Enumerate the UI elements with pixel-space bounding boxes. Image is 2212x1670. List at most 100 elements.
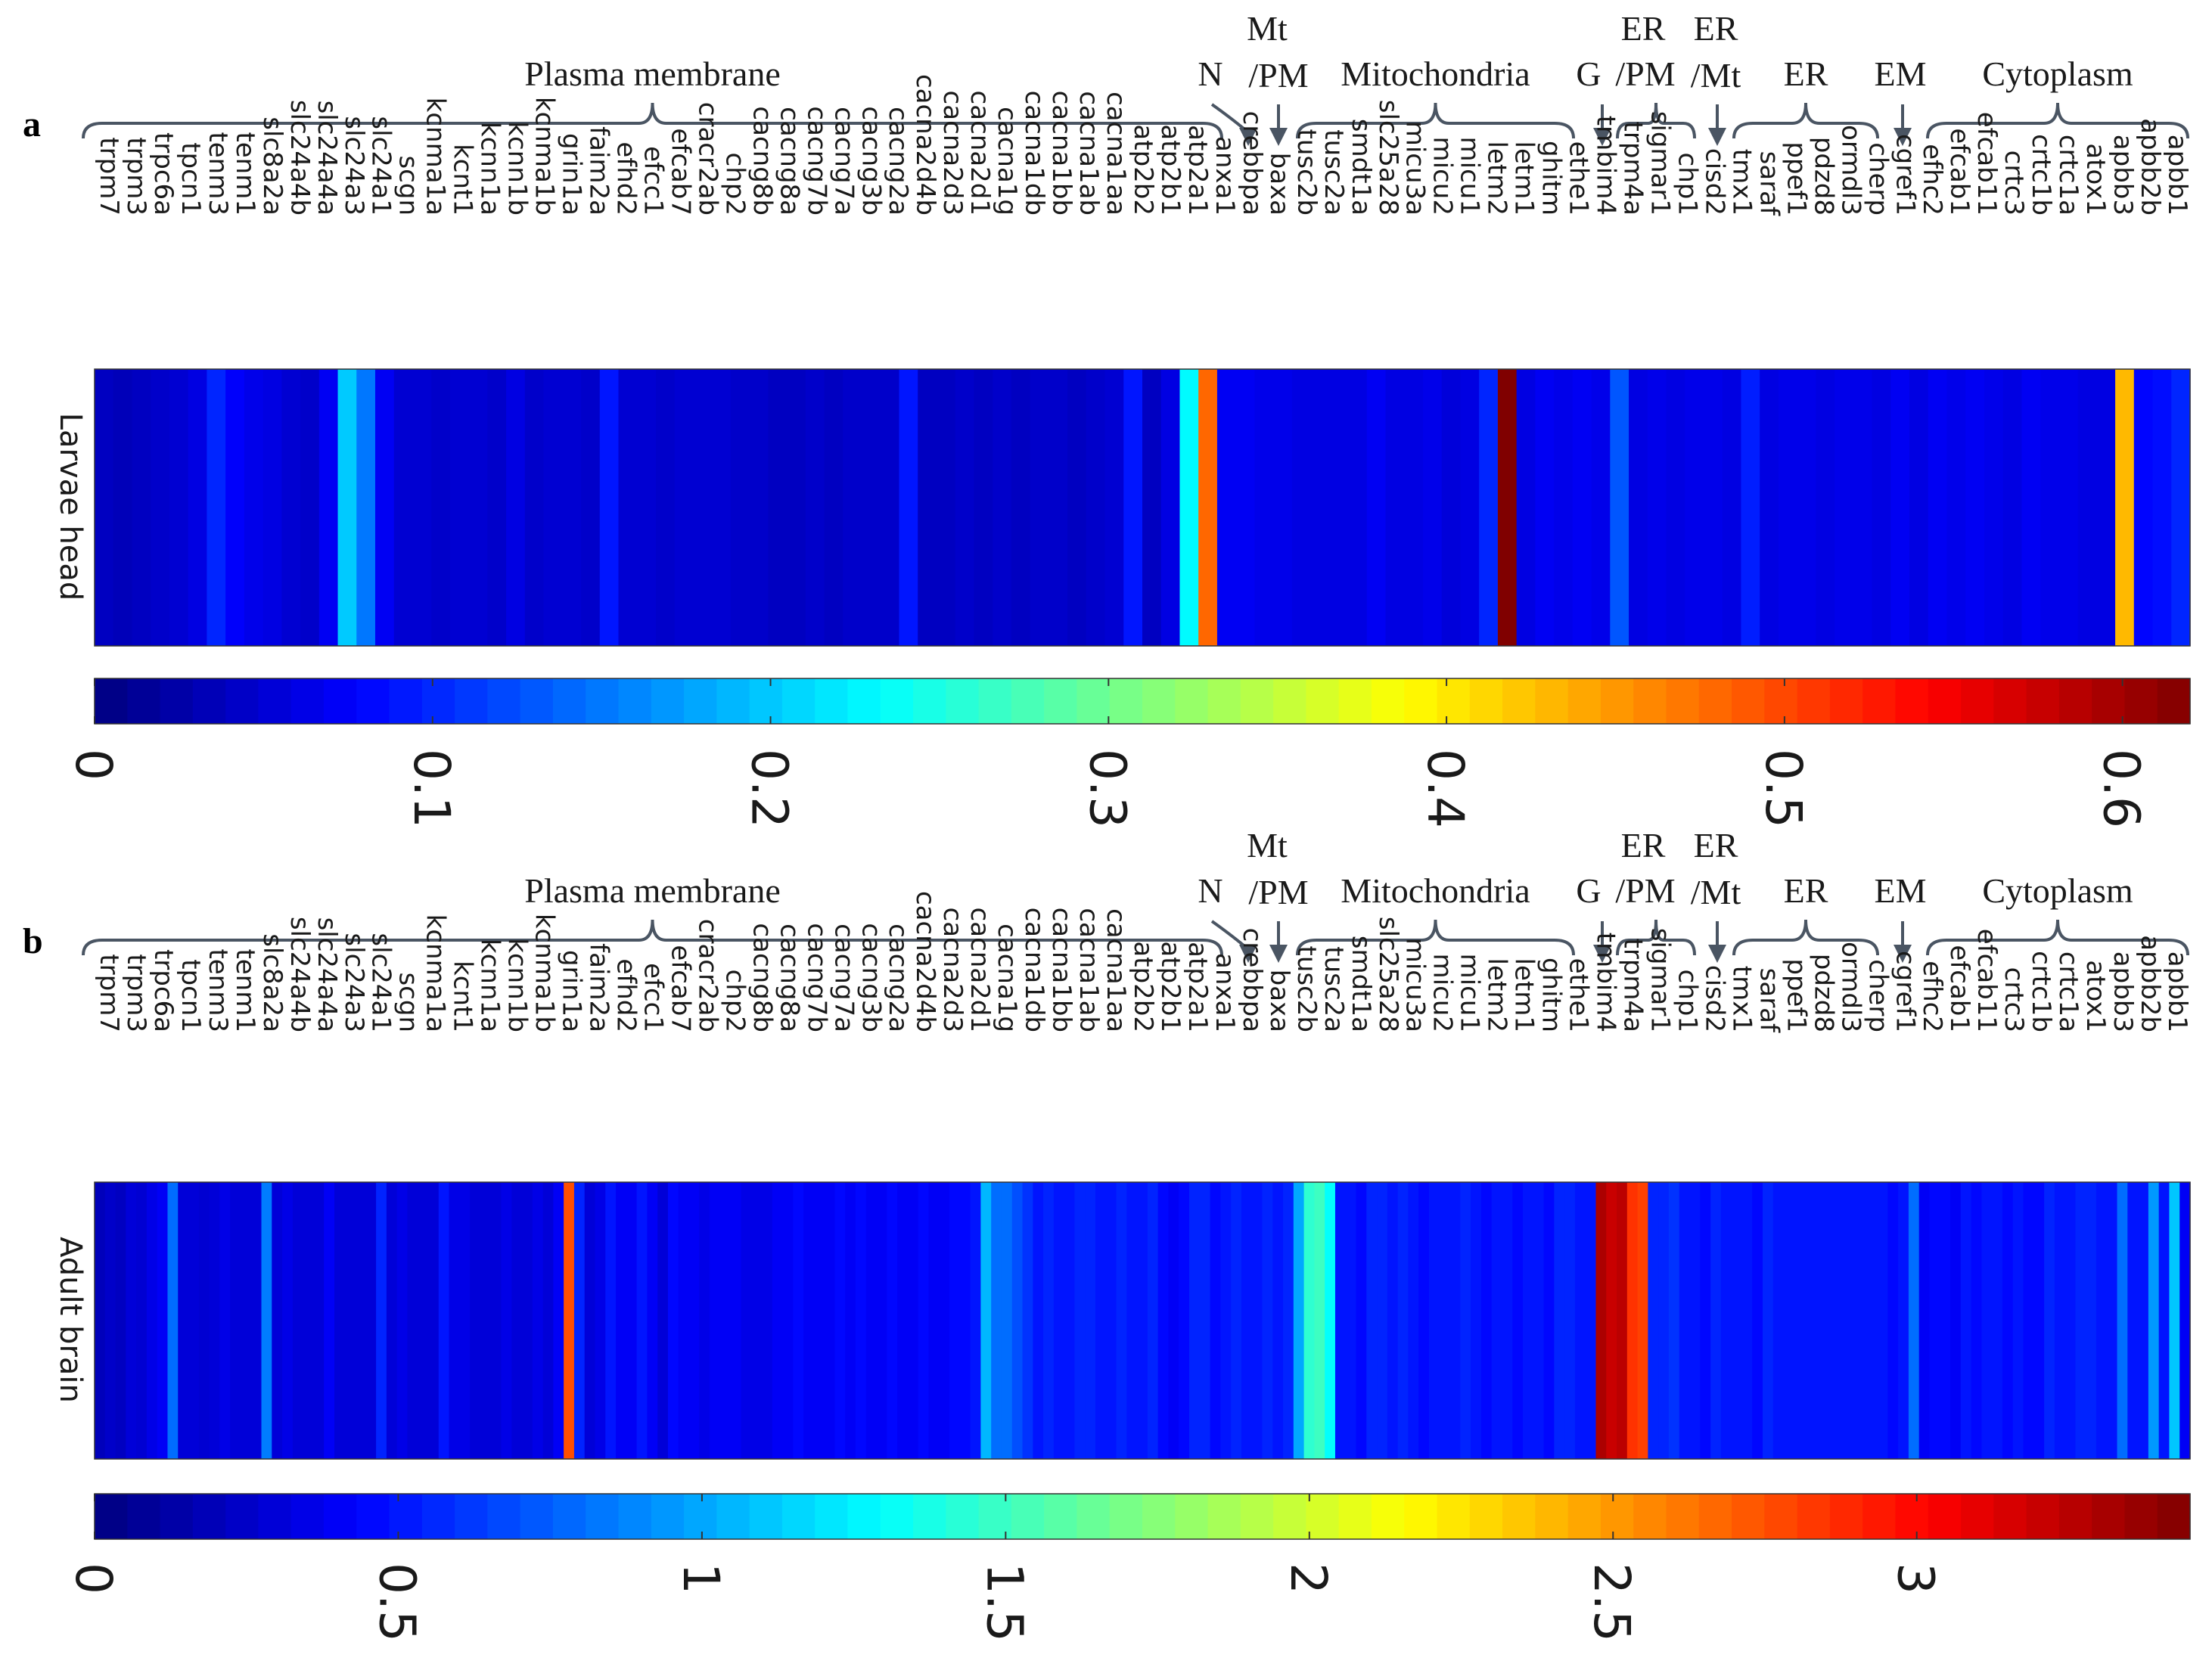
gene-label: tpcn1 [176,959,206,1032]
gene-label: cacna2d4b [910,74,940,216]
colorbar-swatch [1207,1494,1241,1539]
group-label: N [1198,871,1223,910]
gene-label: apbb1 [2162,951,2192,1032]
colorbar-swatch [95,1494,128,1539]
heatmap-cell [1502,1182,1513,1459]
colorbar-swatch [1469,678,1503,724]
gene-labels-b: trpm7trpm3trpc6atpcn1tenm3tenm1slc8a2asl… [94,891,2192,1033]
heatmap-cell [263,369,282,646]
heatmap-cell [418,1182,429,1459]
colorbar-swatch [1142,1494,1176,1539]
heatmap-cell [2021,369,2041,646]
colorbar-tick-label: 0.1 [402,749,461,828]
group-brace [1926,919,2189,956]
heatmap-cell [95,1182,106,1459]
gene-label: cisd2 [1699,965,1729,1032]
heatmap-cell [459,1182,471,1459]
heatmap-cell [1216,369,1237,646]
heatmap-cell [1778,369,1798,646]
colorbar-tick-label: 2 [1279,1563,1337,1594]
gene-label: cacna2d3 [937,91,968,216]
heatmap-cell [188,1182,200,1459]
colorbar-swatch [2026,1494,2060,1539]
gene-label: pdzd8 [1808,137,1838,216]
colorbar-swatch [913,678,946,724]
heatmap-cell [980,1182,992,1459]
gene-label: tpcn1 [176,142,206,216]
colorbar-swatch [258,1494,292,1539]
gene-label: kcnn1b [502,121,533,216]
gene-label: tmx1 [1726,149,1757,216]
colorbar-swatch [1011,1494,1045,1539]
gene-label: ethe1 [1564,141,1594,216]
heatmap-cell [1408,1182,1419,1459]
heatmap-cell [974,369,993,646]
heatmap-cell [772,1182,784,1459]
heatmap-cell [1971,1182,1982,1459]
heatmap-cell [730,369,750,646]
heatmap-cell [532,1182,544,1459]
heatmap-cell [1022,1182,1033,1459]
gene-label: faim2a [584,943,614,1032]
heatmap-cell [1554,1182,1565,1459]
heatmap-cell [1940,1182,1951,1459]
colorbar-swatch [586,678,620,724]
heatmap-cell [524,369,545,646]
heatmap-cell [1856,1182,1868,1459]
gene-label: tenm1 [230,948,260,1032]
colorbar-swatch [1764,678,1798,724]
heatmap-cell [146,1182,158,1459]
heatmap-cell [470,1182,481,1459]
gene-label: slc24a3 [339,116,369,216]
colorbar-swatch [2058,1494,2092,1539]
gene-label: cgref1 [1890,951,1920,1032]
group-arrowhead [1708,128,1726,146]
gene-label: kcnn1a [475,122,505,216]
group-label: G [1576,871,1601,910]
colorbar-swatch [1895,1494,1929,1539]
heatmap-cell [782,1182,794,1459]
heatmap-cell [1210,1182,1221,1459]
gene-label: ethe1 [1564,958,1594,1032]
gene-label: crtc1a [2053,951,2083,1032]
gene-label: kcnn1b [502,938,533,1032]
group-brace [1616,102,1696,139]
colorbar-swatch [1567,678,1602,724]
heatmap-cell [1334,1182,1347,1459]
heatmap-cell [993,369,1012,646]
heatmap-cell [356,369,376,646]
heatmap-cell [678,1182,690,1459]
group-label: Plasma membrane [524,871,781,910]
colorbar-swatch [1666,678,1700,724]
colorbar-tick-label: 1.5 [975,1563,1033,1642]
group-label: /PM [1615,871,1675,910]
heatmap-cell [324,1182,335,1459]
heatmap-cell [386,1182,398,1459]
heatmap-cell [1666,369,1685,646]
heatmap-cell [1199,1182,1211,1459]
heatmap-cell [1950,1182,1962,1459]
gene-label: crebbpa [1237,111,1267,216]
colorbar-swatch [716,1494,750,1539]
heatmap-cell [438,1182,450,1459]
heatmap-cell [334,1182,346,1459]
group-arrowhead [1894,128,1912,146]
heatmap-cell [300,369,320,646]
heatmap-cell [2171,369,2191,646]
heatmap-cell [1241,1182,1253,1459]
heatmap-cell [365,1182,377,1459]
heatmap-cell [1049,369,1068,646]
gene-label: slc24a4b [284,100,315,216]
gene-label: letm2 [1482,141,1512,216]
heatmap-cell [1825,1182,1837,1459]
heatmap-cell [522,1182,533,1459]
colorbar-swatch [651,1494,685,1539]
gene-label: cacna1aa [1101,908,1131,1032]
colorbar-swatch [1469,1494,1503,1539]
group-label: ER [1621,826,1666,864]
colorbar-swatch [1862,678,1897,724]
heatmap-cell [584,1182,596,1459]
gene-label: tenm3 [203,132,233,216]
heatmap-cell [2179,1182,2191,1459]
heatmap-cell [2133,369,2154,646]
